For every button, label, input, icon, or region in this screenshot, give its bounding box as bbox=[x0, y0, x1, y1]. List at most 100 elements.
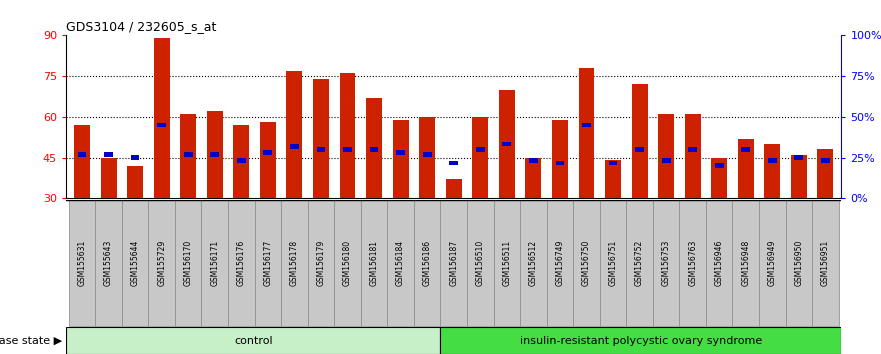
Text: disease state ▶: disease state ▶ bbox=[0, 336, 62, 346]
Bar bbox=[69, 200, 95, 326]
Text: GSM155643: GSM155643 bbox=[104, 240, 113, 286]
Bar bbox=[153, 38, 170, 198]
Bar bbox=[446, 179, 462, 198]
Bar bbox=[158, 122, 166, 127]
Bar bbox=[529, 158, 537, 163]
Bar bbox=[626, 200, 653, 326]
Bar bbox=[316, 147, 325, 152]
Bar bbox=[609, 160, 618, 165]
Bar bbox=[546, 200, 574, 326]
Bar bbox=[127, 166, 143, 198]
Text: GSM156180: GSM156180 bbox=[343, 240, 352, 286]
Bar bbox=[100, 158, 116, 198]
Bar bbox=[255, 200, 281, 326]
Bar bbox=[370, 147, 379, 152]
Bar bbox=[211, 152, 219, 157]
Bar bbox=[228, 200, 255, 326]
Bar bbox=[812, 200, 839, 326]
Text: GSM156750: GSM156750 bbox=[582, 240, 591, 286]
Text: GSM156752: GSM156752 bbox=[635, 240, 644, 286]
Text: GSM155729: GSM155729 bbox=[157, 240, 167, 286]
Bar bbox=[472, 117, 488, 198]
Text: GSM156949: GSM156949 bbox=[768, 240, 777, 286]
Bar bbox=[653, 200, 679, 326]
Bar bbox=[795, 155, 803, 160]
Bar bbox=[502, 142, 511, 147]
Bar bbox=[290, 144, 299, 149]
Bar bbox=[440, 327, 841, 354]
Text: GSM156511: GSM156511 bbox=[502, 240, 511, 286]
Bar bbox=[520, 200, 546, 326]
Text: GSM156186: GSM156186 bbox=[423, 240, 432, 286]
Bar bbox=[74, 125, 90, 198]
Bar bbox=[202, 200, 228, 326]
Bar bbox=[711, 158, 727, 198]
Bar bbox=[366, 98, 382, 198]
Text: GSM156753: GSM156753 bbox=[662, 240, 670, 286]
Text: GSM156170: GSM156170 bbox=[184, 240, 193, 286]
Bar bbox=[525, 158, 541, 198]
Text: GDS3104 / 232605_s_at: GDS3104 / 232605_s_at bbox=[66, 20, 217, 33]
Bar bbox=[706, 200, 732, 326]
Bar bbox=[414, 200, 440, 326]
Bar bbox=[423, 152, 432, 157]
Bar bbox=[440, 200, 467, 326]
Bar bbox=[313, 79, 329, 198]
Bar bbox=[307, 200, 334, 326]
Bar bbox=[361, 200, 388, 326]
Text: GSM156751: GSM156751 bbox=[609, 240, 618, 286]
Bar bbox=[396, 150, 405, 155]
Bar bbox=[499, 90, 515, 198]
Bar bbox=[600, 200, 626, 326]
Bar bbox=[467, 200, 493, 326]
Text: GSM156510: GSM156510 bbox=[476, 240, 485, 286]
Bar bbox=[286, 71, 302, 198]
Bar bbox=[662, 158, 670, 163]
Bar bbox=[688, 147, 697, 152]
Text: GSM156181: GSM156181 bbox=[369, 240, 379, 286]
Bar bbox=[95, 200, 122, 326]
Bar bbox=[582, 122, 591, 127]
Text: GSM156178: GSM156178 bbox=[290, 240, 299, 286]
Bar bbox=[632, 84, 648, 198]
Bar bbox=[181, 114, 196, 198]
Bar bbox=[765, 144, 781, 198]
Bar bbox=[476, 147, 485, 152]
Bar bbox=[818, 149, 833, 198]
Bar bbox=[737, 138, 754, 198]
Bar bbox=[579, 68, 595, 198]
Text: GSM156948: GSM156948 bbox=[741, 240, 751, 286]
Bar bbox=[768, 158, 777, 163]
Text: GSM155631: GSM155631 bbox=[78, 240, 86, 286]
Bar bbox=[343, 147, 352, 152]
Bar bbox=[122, 200, 148, 326]
Bar bbox=[574, 200, 600, 326]
Bar bbox=[732, 200, 759, 326]
Text: GSM156179: GSM156179 bbox=[316, 240, 325, 286]
Bar bbox=[605, 160, 621, 198]
Bar bbox=[556, 160, 565, 165]
Bar bbox=[148, 200, 175, 326]
Bar bbox=[260, 122, 276, 198]
Text: GSM156176: GSM156176 bbox=[237, 240, 246, 286]
Text: GSM156950: GSM156950 bbox=[795, 240, 803, 286]
Bar bbox=[552, 120, 568, 198]
Text: GSM155644: GSM155644 bbox=[130, 240, 139, 286]
Text: GSM156171: GSM156171 bbox=[211, 240, 219, 286]
Text: GSM156187: GSM156187 bbox=[449, 240, 458, 286]
Bar bbox=[263, 150, 272, 155]
Bar bbox=[786, 200, 812, 326]
Bar bbox=[334, 200, 361, 326]
Bar bbox=[759, 200, 786, 326]
Text: GSM156177: GSM156177 bbox=[263, 240, 272, 286]
Bar bbox=[184, 152, 193, 157]
Bar bbox=[233, 125, 249, 198]
Bar bbox=[635, 147, 644, 152]
Bar bbox=[658, 114, 674, 198]
Bar bbox=[388, 200, 414, 326]
Text: control: control bbox=[233, 336, 272, 346]
Text: GSM156763: GSM156763 bbox=[688, 240, 697, 286]
Bar bbox=[339, 73, 355, 198]
Bar bbox=[207, 112, 223, 198]
Text: insulin-resistant polycystic ovary syndrome: insulin-resistant polycystic ovary syndr… bbox=[520, 336, 762, 346]
